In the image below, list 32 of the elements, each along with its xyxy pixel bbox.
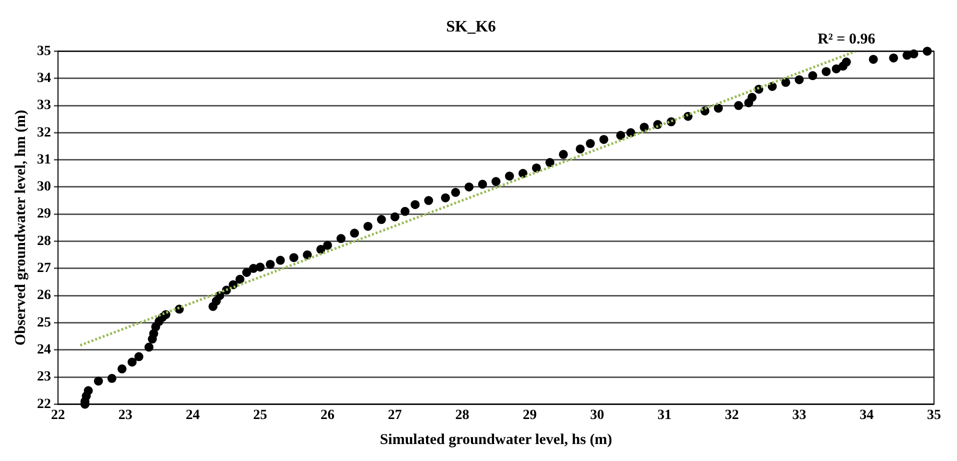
x-tick-label: 32 <box>724 408 739 424</box>
chart-title: SK_K6 <box>446 18 496 36</box>
y-tick-label: 31 <box>37 152 51 168</box>
y-tick-label: 27 <box>37 261 51 276</box>
x-tick-label: 25 <box>253 408 268 424</box>
y-tick-label: 26 <box>37 288 51 304</box>
x-tick-label: 24 <box>186 408 200 424</box>
x-tick-label: 26 <box>320 408 335 424</box>
y-tick-label: 22 <box>37 396 51 412</box>
x-tick-label: 31 <box>657 408 672 424</box>
y-tick-label: 29 <box>37 206 51 222</box>
x-tick-label: 22 <box>51 408 65 424</box>
y-tick-label: 30 <box>37 180 51 195</box>
x-tick-label: 34 <box>860 408 874 424</box>
text: R² = 0.96 <box>818 32 876 48</box>
y-tick-label: 24 <box>37 342 51 358</box>
y-tick-label: 33 <box>37 98 51 114</box>
x-axis-title: Simulated groundwater level, hs (m) <box>380 432 612 448</box>
y-axis-title: Observed groundwater level, hm (m) <box>12 110 29 346</box>
x-tick-label: 27 <box>388 408 402 424</box>
y-tick-label: 23 <box>37 370 51 385</box>
x-tick-label: 33 <box>792 408 806 424</box>
y-tick-label: 25 <box>37 315 51 330</box>
x-tick-label: 23 <box>118 408 132 424</box>
x-tick-label: 29 <box>522 408 537 424</box>
x-tick-label: 30 <box>590 408 604 424</box>
y-tick-label: 28 <box>37 234 51 249</box>
y-tick-label: 34 <box>37 70 51 86</box>
y-tick-label: 32 <box>37 125 51 140</box>
x-tick-label: 35 <box>927 408 941 424</box>
x-tick-label: 28 <box>455 408 470 424</box>
y-tick-label: 35 <box>37 44 51 59</box>
